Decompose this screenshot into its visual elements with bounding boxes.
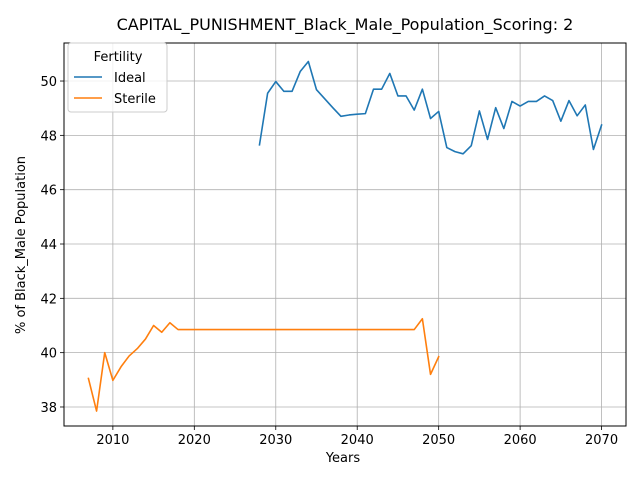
- x-axis-ticks: 2010 2020 2030 2040 2050 2060 2070: [96, 426, 618, 448]
- x-tick-label: 2020: [178, 433, 211, 448]
- y-tick-label: 40: [40, 347, 57, 362]
- y-tick-label: 46: [40, 184, 57, 199]
- y-axis-label: % of Black_Male Population: [14, 156, 29, 334]
- x-tick-label: 2030: [259, 433, 292, 448]
- y-tick-label: 48: [40, 129, 57, 144]
- x-tick-label: 2040: [341, 433, 374, 448]
- x-tick-label: 2050: [422, 433, 455, 448]
- x-tick-label: 2010: [96, 433, 129, 448]
- legend-box: [67, 42, 168, 113]
- plot-frame: [63, 42, 627, 427]
- legend: Fertility Ideal Sterile: [67, 42, 168, 113]
- y-tick-label: 50: [40, 75, 57, 90]
- y-tick-label: 38: [40, 401, 57, 416]
- chart-title: CAPITAL_PUNISHMENT_Black_Male_Population…: [117, 15, 574, 35]
- legend-label-sterile: Sterile: [114, 92, 156, 107]
- y-tick-label: 44: [40, 238, 57, 253]
- legend-label-ideal: Ideal: [114, 71, 146, 86]
- legend-title: Fertility: [94, 50, 143, 65]
- y-axis-ticks: 38 40 42 44 46 48 50: [40, 75, 64, 416]
- x-tick-label: 2060: [504, 433, 537, 448]
- series-layer: [87, 60, 603, 412]
- series-line-ideal: [258, 60, 603, 155]
- series-line-sterile: [87, 317, 440, 412]
- y-tick-label: 42: [40, 292, 57, 307]
- grid-lines: [64, 43, 626, 426]
- x-axis-label: Years: [325, 451, 361, 466]
- x-tick-label: 2070: [585, 433, 618, 448]
